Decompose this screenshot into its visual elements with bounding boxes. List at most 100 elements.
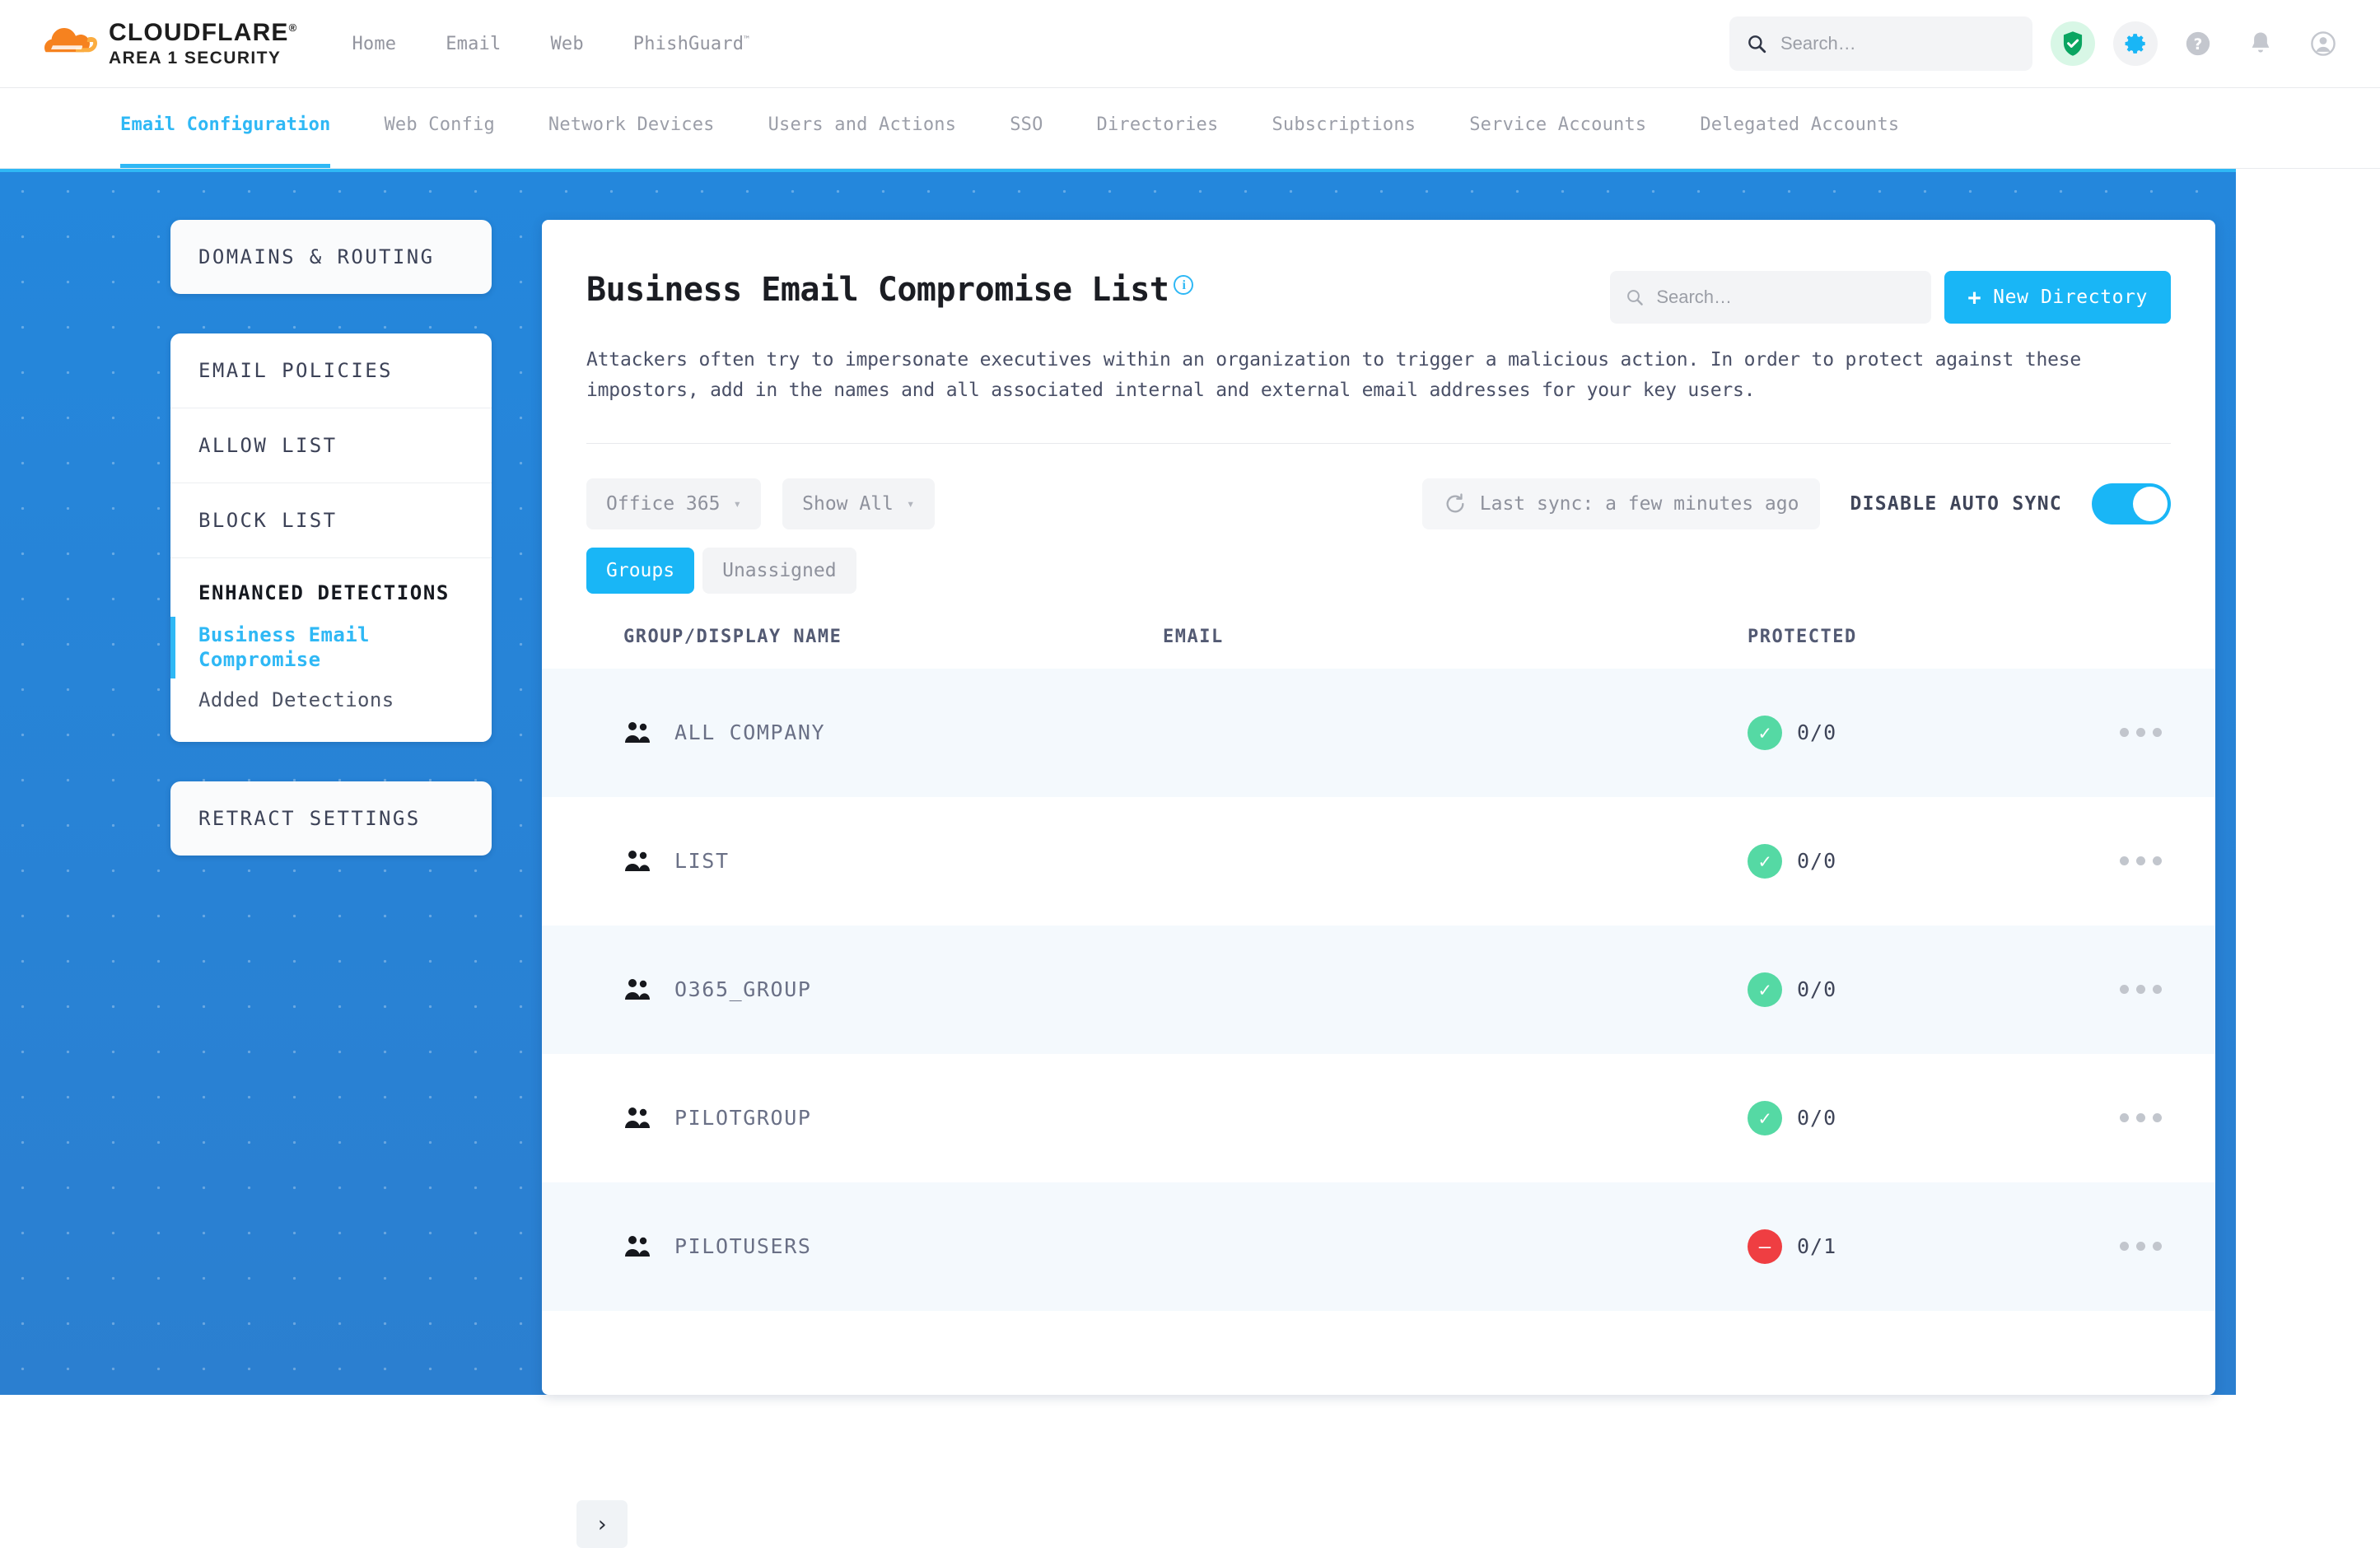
cell-group-name: PILOTUSERS (586, 1234, 1163, 1259)
protected-count: 0/1 (1797, 1234, 1837, 1258)
protected-count: 0/0 (1797, 1106, 1837, 1130)
group-name-label: ALL COMPANY (674, 720, 826, 744)
table-row[interactable]: LIST ✓ 0/0 (542, 797, 2215, 926)
row-menu-icon[interactable] (2120, 856, 2162, 865)
table-row[interactable]: ALL COMPANY ✓ 0/0 (542, 668, 2215, 797)
bec-list-panel: Business Email Compromise List i Search… … (542, 220, 2215, 1395)
nav-item-email[interactable]: Email (446, 33, 502, 54)
secondary-nav: Email Configuration Web Config Network D… (0, 88, 2380, 169)
people-icon (625, 850, 650, 871)
cell-actions (2093, 856, 2171, 865)
sidebar-item-email-policies[interactable]: EMAIL POLICIES (170, 333, 492, 408)
plus-icon: + (1967, 284, 1982, 310)
check-icon: ✓ (1748, 715, 1782, 750)
sidebar-item-added-detections[interactable]: Added Detections (170, 679, 492, 721)
row-menu-icon[interactable] (2120, 985, 2162, 994)
sidebar-group-enhanced-detections: ENHANCED DETECTIONS (170, 558, 492, 616)
sidebar-item-block-list[interactable]: BLOCK LIST (170, 483, 492, 558)
tab-groups[interactable]: Groups (586, 547, 695, 594)
sidebar-item-retract-settings[interactable]: RETRACT SETTINGS (198, 807, 421, 831)
cell-group-name: O365_GROUP (586, 977, 1163, 1002)
nav-item-phishguard[interactable]: PhishGuard™ (632, 33, 750, 54)
panel-description: Attackers often try to impersonate execu… (586, 349, 2082, 402)
table-row[interactable]: O365_GROUP ✓ 0/0 (542, 925, 2215, 1054)
header-divider (586, 442, 2171, 444)
list-tabs: Groups Unassigned (542, 529, 2215, 594)
tab-subscriptions[interactable]: Subscriptions (1272, 114, 1416, 135)
tab-users-and-actions[interactable]: Users and Actions (768, 114, 957, 135)
provider-select[interactable]: Office 365 ▾ (586, 478, 762, 529)
content-stage: DOMAINS & ROUTING EMAIL POLICIES ALLOW L… (0, 169, 2380, 1548)
page-title: Business Email Compromise List i (586, 271, 1194, 309)
tab-service-accounts[interactable]: Service Accounts (1469, 114, 1647, 135)
cell-group-name: PILOTGROUP (586, 1106, 1163, 1131)
sidebar-item-domains-routing[interactable]: DOMAINS & ROUTING (198, 245, 435, 268)
cell-protected: ✓ 0/0 (1748, 972, 2093, 1007)
row-menu-icon[interactable] (2120, 1242, 2162, 1251)
last-sync-text: Last sync: a few minutes ago (1479, 492, 1799, 515)
help-icon[interactable]: ? (2176, 21, 2220, 66)
new-directory-button[interactable]: + New Directory (1944, 271, 2171, 324)
refresh-icon (1446, 492, 1464, 512)
sidebar-item-allow-list[interactable]: ALLOW LIST (170, 408, 492, 483)
people-icon (625, 721, 650, 743)
expand-row-button[interactable]: › (576, 1500, 628, 1548)
global-search-input[interactable]: Search… (1729, 16, 2032, 71)
table-row[interactable]: PILOTGROUP ✓ 0/0 (542, 1054, 2215, 1182)
cell-protected: ✓ 0/0 (1748, 843, 2093, 879)
column-header-email: EMAIL (1163, 626, 1224, 647)
sidebar-card-retract: RETRACT SETTINGS (170, 781, 492, 856)
provider-select-value: Office 365 (606, 492, 721, 515)
cell-actions (2093, 1242, 2171, 1251)
protected-count: 0/0 (1797, 720, 1837, 744)
cloudflare-logo[interactable]: CLOUDFLARE® AREA 1 SECURITY (35, 19, 297, 68)
panel-header: Business Email Compromise List i Search… … (542, 220, 2215, 324)
row-menu-icon[interactable] (2120, 728, 2162, 737)
tab-web-config[interactable]: Web Config (384, 114, 495, 135)
cell-protected: ✓ 0/0 (1748, 1100, 2093, 1135)
brand-subtitle: AREA 1 SECURITY (109, 49, 282, 68)
svg-text:?: ? (2194, 36, 2203, 54)
tab-email-configuration[interactable]: Email Configuration (120, 88, 331, 168)
directory-search-input[interactable]: Search… (1610, 271, 1932, 324)
tab-network-devices[interactable]: Network Devices (548, 114, 715, 135)
tab-directories[interactable]: Directories (1096, 114, 1219, 135)
row-menu-icon[interactable] (2120, 1113, 2162, 1122)
cell-protected: ✓ 0/0 (1748, 715, 2093, 750)
settings-sidebar: DOMAINS & ROUTING EMAIL POLICIES ALLOW L… (170, 220, 492, 895)
auto-sync-toggle[interactable] (2092, 483, 2171, 525)
stage-right-gutter (2236, 169, 2380, 1395)
last-sync-status[interactable]: Last sync: a few minutes ago (1421, 478, 1821, 529)
tab-unassigned[interactable]: Unassigned (702, 547, 856, 594)
people-icon (625, 1235, 650, 1257)
tab-sso[interactable]: SSO (1010, 114, 1043, 135)
show-select[interactable]: Show All ▾ (782, 478, 935, 529)
group-name-label: PILOTGROUP (674, 1106, 812, 1130)
account-icon[interactable] (2301, 21, 2345, 66)
panel-header-actions: Search… + New Directory (1610, 271, 2171, 324)
info-icon[interactable]: i (1174, 274, 1194, 295)
people-icon (625, 1107, 650, 1128)
groups-table: GROUP/DISPLAY NAME EMAIL PROTECTED ALL C… (542, 627, 2215, 1311)
nav-item-web[interactable]: Web (550, 33, 584, 54)
show-select-value: Show All (802, 492, 894, 515)
directory-search-placeholder: Search… (1656, 287, 1733, 307)
top-header-bar: CLOUDFLARE® AREA 1 SECURITY Home Email W… (0, 0, 2380, 88)
bell-icon[interactable] (2238, 21, 2283, 66)
gear-icon[interactable] (2113, 21, 2158, 66)
global-search-placeholder: Search… (1780, 33, 1856, 54)
column-header-group-display-name: GROUP/DISPLAY NAME (623, 626, 842, 647)
cell-actions (2093, 985, 2171, 994)
shield-check-icon[interactable] (2051, 21, 2095, 66)
cell-actions (2093, 1113, 2171, 1122)
nav-item-home[interactable]: Home (352, 33, 397, 54)
tab-delegated-accounts[interactable]: Delegated Accounts (1700, 114, 1900, 135)
sidebar-item-business-email-compromise[interactable]: Business Email Compromise (170, 615, 492, 680)
header-actions: Search… ? (1729, 16, 2345, 71)
search-icon (1748, 35, 1766, 54)
sidebar-card-policies: EMAIL POLICIES ALLOW LIST BLOCK LIST ENH… (170, 333, 492, 743)
sidebar-card-spacer (170, 720, 492, 743)
search-icon (1627, 290, 1644, 305)
check-icon: ✓ (1748, 1100, 1782, 1135)
table-row[interactable]: PILOTUSERS – 0/1 (542, 1182, 2215, 1311)
